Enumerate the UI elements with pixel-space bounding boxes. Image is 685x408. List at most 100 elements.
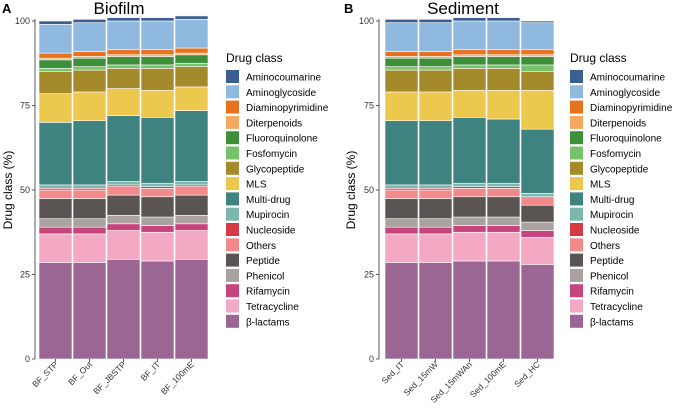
sediment-legend-label-beta-lactams: β-lactams [590, 317, 634, 328]
biofilm-segment-bf-100me-phenicol [174, 215, 209, 225]
sediment-bar-sed-100me [486, 17, 521, 360]
sediment-legend-swatch-diterpenoids [570, 115, 583, 129]
biofilm-segment-bf-jbstp-aminoglycoside [106, 20, 141, 51]
biofilm-legend-label-multi-drug: Multi-drug [246, 195, 290, 206]
sediment-segment-sed-100me-phenicol [486, 216, 521, 226]
biofilm-segment-bf-jbstp-phenicol [106, 215, 141, 225]
biofilm-legend-swatch-fluoroquinolone [226, 131, 239, 145]
sediment-segment-sed-100me-mls [486, 89, 521, 120]
sediment-segment-sed-it-mupirocin [384, 184, 419, 189]
biofilm-segment-bf-100me-glycopeptide [174, 66, 209, 88]
biofilm-segment-bf-stp-fosfomycin [38, 68, 73, 72]
sediment-legend-label-mupirocin: Mupirocin [590, 210, 633, 221]
sediment-segment-sed-15mwan-fluoroquinolone [452, 56, 487, 66]
sediment-legend-label-rifamycin: Rifamycin [590, 287, 634, 298]
sediment-segment-sed-it-aminoglycoside [384, 22, 419, 52]
sediment-segment-sed-100me-diaminopyrimidine [486, 49, 521, 56]
biofilm-bar-bf-stp [38, 20, 73, 360]
biofilm-segment-bf-out-others [72, 189, 107, 199]
sediment-x-tick-label-sed-it: Sed_IT [379, 359, 405, 385]
biofilm-segment-bf-stp-peptide [38, 198, 73, 220]
biofilm-legend-label-glycopeptide: Glycopeptide [246, 164, 305, 175]
sediment-segment-sed-it-fluoroquinolone [384, 57, 419, 67]
sediment-segment-sed-15mwan-peptide [452, 196, 487, 218]
sediment-segment-sed-100me-fluoroquinolone [486, 56, 521, 66]
biofilm-segment-bf-jbstp-diaminopyrimidine [106, 49, 141, 56]
sediment-segment-sed-100me-mupirocin [486, 182, 521, 187]
biofilm-x-tick-label-bf-jbstp: BF_JBSTP [91, 359, 128, 396]
biofilm-segment-bf-it-diaminopyrimidine [140, 49, 175, 56]
biofilm-y-tick-label-50: 50 [20, 185, 30, 195]
sediment-segment-sed-it-mls [384, 91, 419, 122]
biofilm-legend-label-diaminopyrimidine: Diaminopyrimidine [246, 103, 329, 114]
sediment-y-tick-label-50: 50 [364, 185, 374, 195]
biofilm-segment-bf-it-mupirocin [140, 182, 175, 187]
sediment-segment-sed-100me-aminocoumarine [486, 17, 521, 22]
sediment-segment-sed-15mw-diaminopyrimidine [418, 51, 453, 57]
sediment-segment-sed-15mw-aminocoumarine [418, 19, 453, 23]
biofilm-legend-label-rifamycin: Rifamycin [246, 287, 290, 298]
biofilm-segment-bf-stp-beta-lactams [38, 262, 73, 360]
biofilm-legend-swatch-nucleoside [226, 223, 239, 236]
sediment-segment-sed-100me-others [486, 188, 521, 198]
sediment-segment-sed-hc-diaminopyrimidine [520, 49, 555, 56]
biofilm-legend-label-mls: MLS [246, 180, 267, 191]
sediment-bar-sed-it [384, 19, 419, 360]
biofilm-segment-bf-100me-mupirocin [174, 181, 209, 186]
biofilm-title: Biofilm [93, 0, 144, 18]
biofilm-legend-label-aminoglycoside: Aminoglycoside [246, 88, 316, 99]
sediment-segment-sed-it-rifamycin [384, 226, 419, 235]
biofilm-bar-bf-jbstp [106, 17, 141, 360]
biofilm-segment-bf-it-mls [140, 89, 175, 118]
biofilm-legend-label-peptide: Peptide [246, 256, 280, 267]
sediment-legend-title: Drug class [570, 51, 627, 65]
biofilm-segment-bf-jbstp-multi-drug [106, 115, 141, 182]
biofilm-y-axis-label: Drug class (%) [1, 151, 15, 230]
biofilm-segment-bf-it-phenicol [140, 216, 175, 226]
biofilm-segment-bf-out-beta-lactams [72, 262, 107, 360]
biofilm-legend-swatch-fosfomycin [226, 146, 239, 160]
sediment-segment-sed-15mw-rifamycin [418, 226, 453, 235]
biofilm-segment-bf-100me-beta-lactams [174, 258, 209, 360]
biofilm-segment-bf-out-aminoglycoside [72, 22, 107, 52]
biofilm-segment-bf-jbstp-peptide [106, 194, 141, 216]
biofilm-segment-bf-stp-phenicol [38, 218, 73, 228]
sediment-legend-label-aminoglycoside: Aminoglycoside [590, 88, 660, 99]
biofilm-segment-bf-it-others [140, 188, 175, 198]
sediment-segment-sed-100me-glycopeptide [486, 68, 521, 91]
sediment-segment-sed-100me-beta-lactams [486, 260, 521, 360]
sediment-segment-sed-15mw-mls [418, 91, 453, 122]
sediment-segment-sed-15mwan-others [452, 188, 487, 198]
biofilm-bar-bf-100me [174, 15, 209, 360]
biofilm-bar-bf-it [140, 17, 175, 360]
sediment-legend-label-peptide: Peptide [590, 256, 624, 267]
biofilm-segment-bf-it-aminoglycoside [140, 20, 175, 51]
sediment-segment-sed-15mw-aminoglycoside [418, 22, 453, 52]
biofilm-segment-bf-stp-aminocoumarine [38, 20, 73, 25]
sediment-bar-sed-hc [520, 20, 555, 360]
sediment-segment-sed-hc-phenicol [520, 221, 555, 231]
biofilm-x-tick-label-bf-100me: BF_100mE [159, 359, 196, 396]
sediment-legend-label-diaminopyrimidine: Diaminopyrimidine [590, 103, 673, 114]
biofilm-segment-bf-it-tetracycline [140, 231, 175, 262]
sediment-segment-sed-it-phenicol [384, 218, 419, 228]
sediment-segment-sed-it-peptide [384, 198, 419, 220]
sediment-segment-sed-hc-glycopeptide [520, 71, 555, 91]
biofilm-segment-bf-out-fosfomycin [72, 66, 107, 71]
sediment-segment-sed-15mw-multi-drug [418, 120, 453, 186]
sediment-segment-sed-15mw-tetracycline [418, 233, 453, 263]
biofilm-legend-swatch-peptide [226, 253, 239, 267]
biofilm-segment-bf-100me-others [174, 186, 209, 196]
sediment-segment-sed-hc-tetracycline [520, 237, 555, 265]
biofilm-segment-bf-it-aminocoumarine [140, 17, 175, 22]
biofilm-y-tick-label-100: 100 [15, 16, 30, 26]
biofilm-segment-bf-100me-aminoglycoside [174, 19, 209, 49]
sediment-segment-sed-15mwan-beta-lactams [452, 260, 487, 360]
sediment-segment-sed-15mwan-aminoglycoside [452, 20, 487, 51]
sediment-legend-swatch-others [570, 238, 583, 252]
sediment-segment-sed-it-aminocoumarine [384, 19, 419, 23]
biofilm-segment-bf-it-fosfomycin [140, 64, 175, 69]
sediment-legend-label-others: Others [590, 241, 620, 252]
sediment-y-tick-label-25: 25 [364, 270, 374, 280]
biofilm-segment-bf-jbstp-mls [106, 88, 141, 116]
